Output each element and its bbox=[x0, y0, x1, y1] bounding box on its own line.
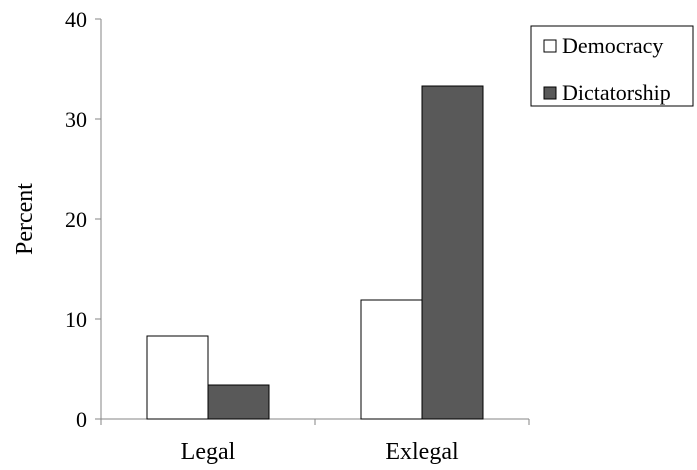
bar-democracy-legal bbox=[146, 335, 209, 420]
y-tick-label: 0 bbox=[76, 407, 87, 432]
legend-label: Dictatorship bbox=[562, 80, 671, 105]
y-tick-label: 20 bbox=[65, 207, 87, 232]
y-tick-label: 10 bbox=[65, 307, 87, 332]
legend: Democracy Dictatorship bbox=[530, 25, 694, 107]
x-category-label: Legal bbox=[181, 439, 236, 465]
legend-box bbox=[530, 25, 694, 107]
y-tick-label: 40 bbox=[65, 7, 87, 32]
y-tick-label: 30 bbox=[65, 107, 87, 132]
legend-swatch-democracy bbox=[543, 39, 557, 53]
bar-dictatorship-legal bbox=[207, 384, 270, 420]
y-axis-title: Percent bbox=[12, 183, 38, 255]
x-category-label: Exlegal bbox=[385, 439, 459, 465]
legend-label: Democracy bbox=[562, 33, 663, 58]
labels: 0 10 20 30 40 Legal Exlegal bbox=[65, 7, 459, 465]
bar-dictatorship-exlegal bbox=[421, 85, 484, 420]
legend-swatch-dictatorship bbox=[543, 86, 557, 100]
bar-democracy-exlegal bbox=[360, 299, 423, 420]
bars bbox=[146, 85, 484, 420]
